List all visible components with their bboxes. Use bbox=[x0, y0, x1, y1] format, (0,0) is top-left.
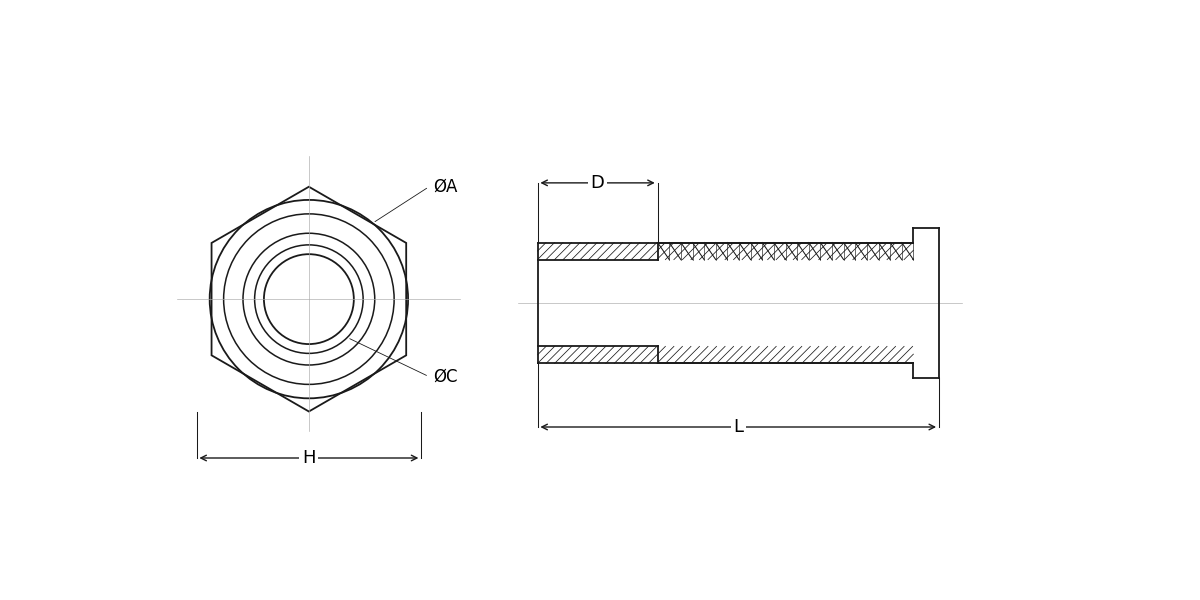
Text: H: H bbox=[302, 449, 316, 467]
Text: L: L bbox=[733, 418, 743, 436]
Text: ØC: ØC bbox=[433, 368, 457, 386]
Text: ØA: ØA bbox=[433, 178, 457, 196]
Text: D: D bbox=[590, 174, 605, 192]
